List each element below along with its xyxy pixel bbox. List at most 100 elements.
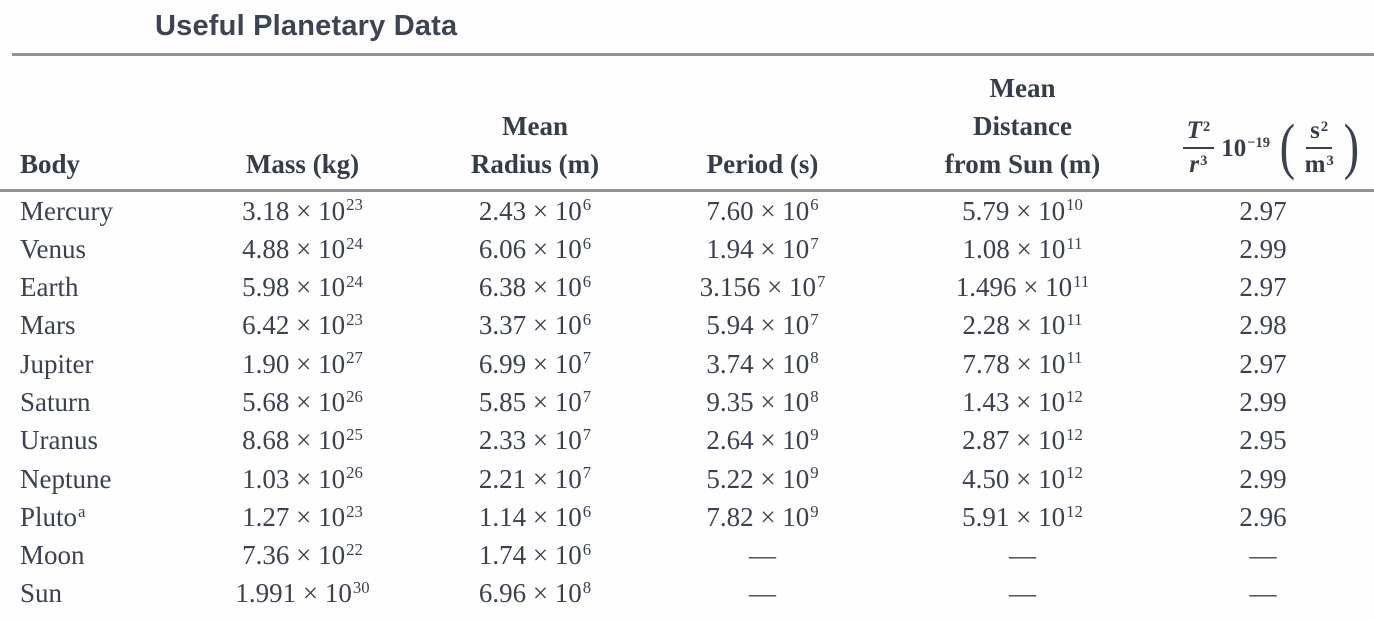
cell-distance: 4.50 × 1012 <box>962 463 1083 494</box>
col-header-distance-line3: from Sun (m) <box>944 148 1101 179</box>
cell-ratio: — <box>1249 578 1277 609</box>
cell-ratio: 2.96 <box>1239 501 1287 532</box>
superscript: 8 <box>810 348 819 368</box>
cell-period: 5.22 × 109 <box>706 463 819 494</box>
superscript: 23 <box>346 310 363 330</box>
cell-mass: 4.88 × 1024 <box>242 233 363 264</box>
cell-body: Saturn <box>20 386 91 417</box>
cell-ratio: 2.97 <box>1239 195 1287 226</box>
cell-mass: 1.90 × 1027 <box>242 348 363 379</box>
superscript: 8 <box>582 578 592 598</box>
cell-distance: 1.08 × 1011 <box>962 233 1083 264</box>
superscript: 7 <box>582 386 592 406</box>
cell-body: Venus <box>20 233 86 264</box>
cell-mass: 8.68 × 1025 <box>242 425 363 456</box>
superscript: 7 <box>810 310 819 330</box>
superscript: 7 <box>810 233 819 253</box>
cell-period: 2.64 × 109 <box>706 425 819 456</box>
cell-radius: 6.99 × 107 <box>478 348 592 379</box>
cell-body: Sun <box>20 578 63 609</box>
cell-body: Neptune <box>20 463 112 494</box>
superscript: 8 <box>810 386 819 406</box>
cell-mass: 1.27 × 1023 <box>242 501 363 532</box>
col-header-mean-distance: Mean Distance from Sun (m) <box>875 56 1170 192</box>
table-row: Saturn 5.68 × 1026 5.85 × 107 9.35 × 108 1.4… <box>0 383 1374 421</box>
superscript: 22 <box>346 539 363 559</box>
table-row: Moon 7.36 × 1022 1.74 × 106 — — — <box>0 536 1374 574</box>
table-row: Uranus 8.68 × 1025 2.33 × 107 2.64 × 109 2.8… <box>0 421 1374 459</box>
formula-r-exponent: 3 <box>1200 153 1208 169</box>
title-divider-rule <box>12 53 1374 56</box>
superscript: 9 <box>810 425 819 445</box>
formula-factor-base: 10 <box>1221 134 1247 162</box>
s2-over-m3-fraction: s2 m3 <box>1304 117 1334 179</box>
formula-open-paren: ( <box>1279 113 1296 182</box>
cell-radius: 3.37 × 106 <box>478 310 592 341</box>
col-header-period: Period (s) <box>650 56 875 192</box>
superscript: 12 <box>1066 386 1083 406</box>
cell-ratio: 2.95 <box>1239 425 1287 456</box>
cell-body: Mercury <box>20 195 113 226</box>
cell-period: — <box>749 578 776 609</box>
cell-mass: 3.18 × 1023 <box>242 195 363 226</box>
cell-distance: 2.28 × 1011 <box>962 310 1083 341</box>
cell-radius: 6.96 × 108 <box>478 578 592 609</box>
table-row: Sun 1.991 × 1030 6.96 × 108 — — — <box>0 574 1374 612</box>
cell-distance: 1.43 × 1012 <box>962 386 1083 417</box>
cell-mass: 5.68 × 1026 <box>242 386 363 417</box>
cell-period: 9.35 × 108 <box>706 386 819 417</box>
formula-close-paren: ) <box>1343 113 1359 182</box>
table-row: Venus 4.88 × 1024 6.06 × 106 1.94 × 107 1.08… <box>0 230 1374 268</box>
cell-distance: 2.87 × 1012 <box>962 425 1083 456</box>
superscript: 25 <box>346 425 363 445</box>
superscript: 12 <box>1066 425 1083 445</box>
superscript: 26 <box>346 463 363 483</box>
superscript: 6 <box>582 195 592 215</box>
formula-s-exponent: 2 <box>1320 118 1329 135</box>
cell-period: 3.156 × 107 <box>699 271 826 303</box>
table-row: Mars 6.42 × 1023 3.37 × 106 5.94 × 107 2.28 … <box>0 306 1374 344</box>
col-header-radius-line1: Mean <box>502 110 568 141</box>
cell-period: 7.60 × 106 <box>706 195 819 226</box>
superscript: 6 <box>582 539 592 559</box>
cell-radius: 2.43 × 106 <box>478 195 592 226</box>
col-header-t2-r3-ratio: T2 r3 10−19 ( s2 m3 ) <box>1170 56 1374 192</box>
cell-body: Moon <box>20 540 85 571</box>
cell-radius: 5.85 × 107 <box>478 386 592 417</box>
cell-radius: 1.14 × 106 <box>478 501 592 532</box>
page-title: Useful Planetary Data <box>155 10 458 42</box>
superscript: 24 <box>346 233 363 253</box>
cell-radius: 6.38 × 106 <box>478 271 592 303</box>
cell-distance: 7.78 × 1011 <box>962 348 1083 379</box>
cell-body: Mars <box>20 310 76 341</box>
cell-distance: — <box>1009 578 1036 609</box>
table-row: Plutoa 1.27 × 1023 1.14 × 106 7.82 × 109 5.9… <box>0 498 1374 536</box>
cell-period: 3.74 × 108 <box>706 348 819 379</box>
superscript: 9 <box>810 501 819 521</box>
cell-distance: 5.91 × 1012 <box>962 501 1083 532</box>
formula-s: s <box>1310 117 1320 144</box>
superscript: 7 <box>817 271 826 291</box>
planetary-data-table: Body Mass (kg) Mean Radius (m) Period (s… <box>0 56 1374 613</box>
col-header-period-label: Period (s) <box>706 148 819 179</box>
table-row: Neptune 1.03 × 1026 2.21 × 107 5.22 × 109 4.… <box>0 460 1374 498</box>
cell-ratio: 2.97 <box>1239 348 1287 379</box>
col-header-distance-line1: Mean <box>989 72 1056 103</box>
t2-r3-formula: T2 r3 10−19 ( s2 m3 ) <box>1182 113 1362 183</box>
col-header-mass: Mass (kg) <box>185 56 420 192</box>
superscript: 11 <box>1066 233 1083 253</box>
formula-m-exponent: 3 <box>1326 153 1334 169</box>
cell-ratio: 2.98 <box>1239 310 1287 341</box>
cell-radius: 2.21 × 107 <box>478 463 592 494</box>
formula-m: m <box>1304 151 1326 179</box>
cell-mass: 7.36 × 1022 <box>242 539 363 571</box>
table-row: Mercury 3.18 × 1023 2.43 × 106 7.60 × 106 5.… <box>0 190 1374 230</box>
formula-factor-exponent: −19 <box>1247 135 1270 152</box>
cell-ratio: 2.97 <box>1239 272 1287 303</box>
superscript: 24 <box>346 271 363 291</box>
cell-distance: — <box>1009 540 1036 571</box>
cell-distance: 5.79 × 1010 <box>962 195 1083 226</box>
superscript: 11 <box>1066 348 1083 368</box>
superscript: 26 <box>346 386 363 406</box>
formula-factor-10: 10−19 <box>1221 136 1270 161</box>
